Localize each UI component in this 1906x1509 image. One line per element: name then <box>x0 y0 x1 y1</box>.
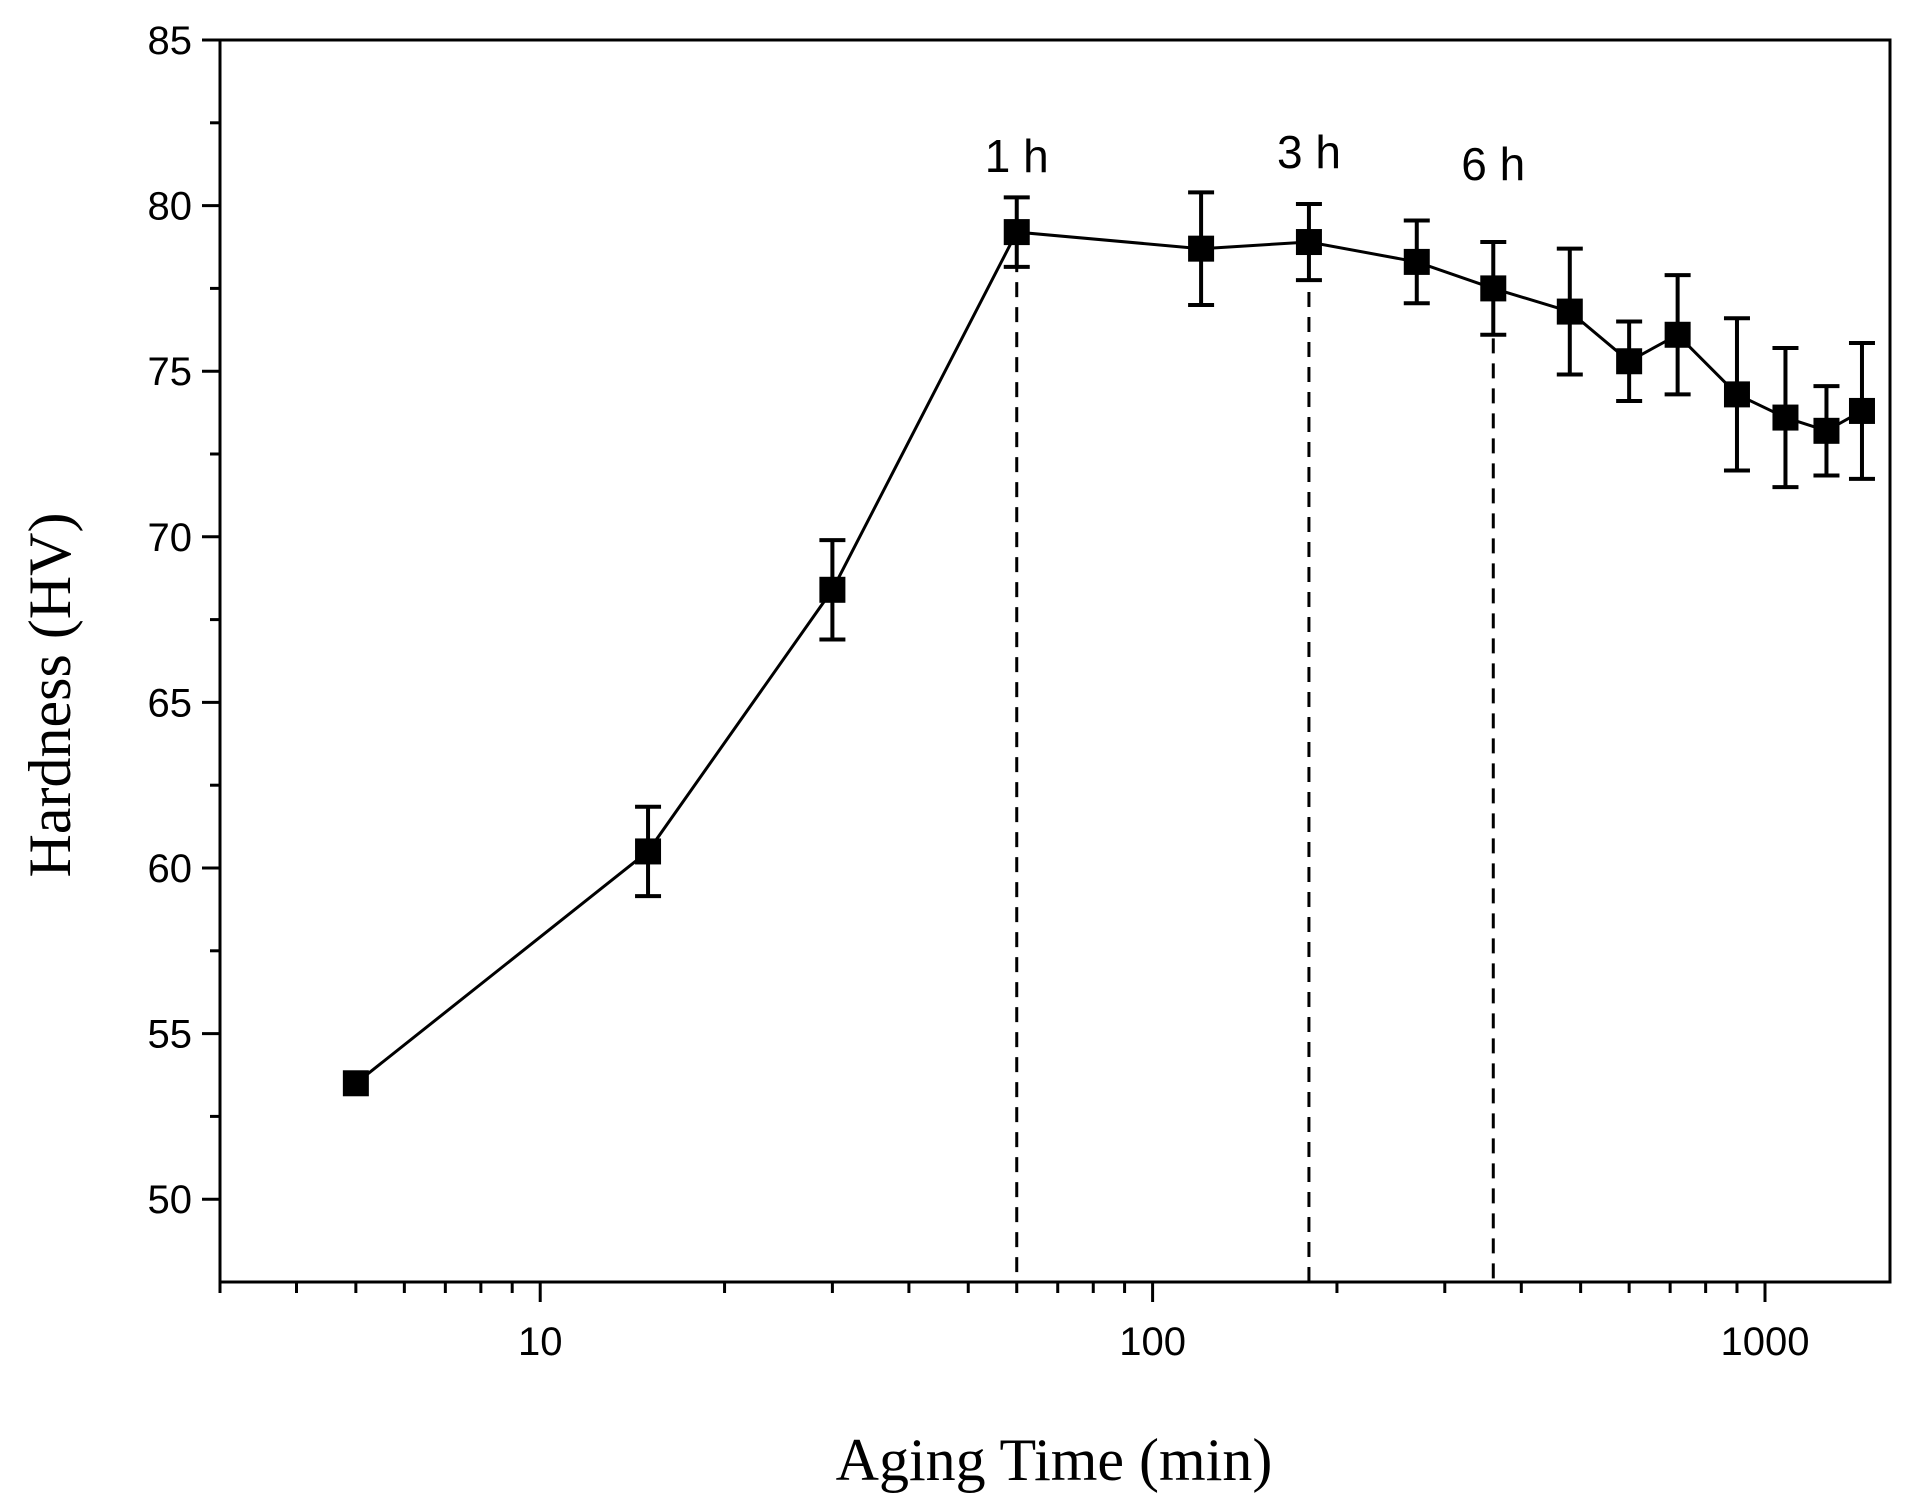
data-point <box>1295 229 1322 256</box>
data-point <box>1003 219 1030 246</box>
annotation-label: 6 h <box>1461 138 1525 190</box>
plot-frame <box>218 38 1892 1284</box>
data-point <box>1664 321 1691 348</box>
annotation-label: 3 h <box>1277 126 1341 178</box>
x-axis-title: Aging Time (min) <box>836 1427 1273 1493</box>
y-tick-label: 70 <box>148 516 193 560</box>
x-tick-label: 10 <box>518 1320 563 1364</box>
axes: 50 55 60 65 70 75 80 85 10 100 1000 <box>148 19 1892 1364</box>
data-point <box>1616 348 1643 375</box>
data-point <box>1403 248 1430 275</box>
data-point <box>342 1070 369 1097</box>
annotation-reference-lines <box>1015 232 1495 1282</box>
y-tick-label: 80 <box>148 185 193 229</box>
x-tick-label: 100 <box>1119 1320 1186 1364</box>
data-point <box>1723 381 1750 408</box>
data-point <box>635 838 662 865</box>
y-tick-label: 50 <box>148 1178 193 1222</box>
data-point <box>1480 275 1507 302</box>
y-axis-title: Hardness (HV) <box>17 513 83 878</box>
x-tick-label: 1000 <box>1721 1320 1810 1364</box>
annotations: 1 h 3 h 6 h <box>985 126 1525 190</box>
y-tick-label: 55 <box>148 1013 193 1057</box>
data-point <box>1188 235 1215 262</box>
y-tick-label: 65 <box>148 681 193 725</box>
annotation-label: 1 h <box>985 130 1049 182</box>
y-tick-label: 85 <box>148 19 193 63</box>
data-point <box>819 576 846 603</box>
data-point <box>1813 417 1840 444</box>
y-tick-label: 60 <box>148 847 193 891</box>
data-point <box>1848 397 1875 424</box>
y-tick-label: 75 <box>148 350 193 394</box>
data-point <box>1556 298 1583 325</box>
data-series <box>342 190 1875 1097</box>
data-point <box>1772 404 1799 431</box>
